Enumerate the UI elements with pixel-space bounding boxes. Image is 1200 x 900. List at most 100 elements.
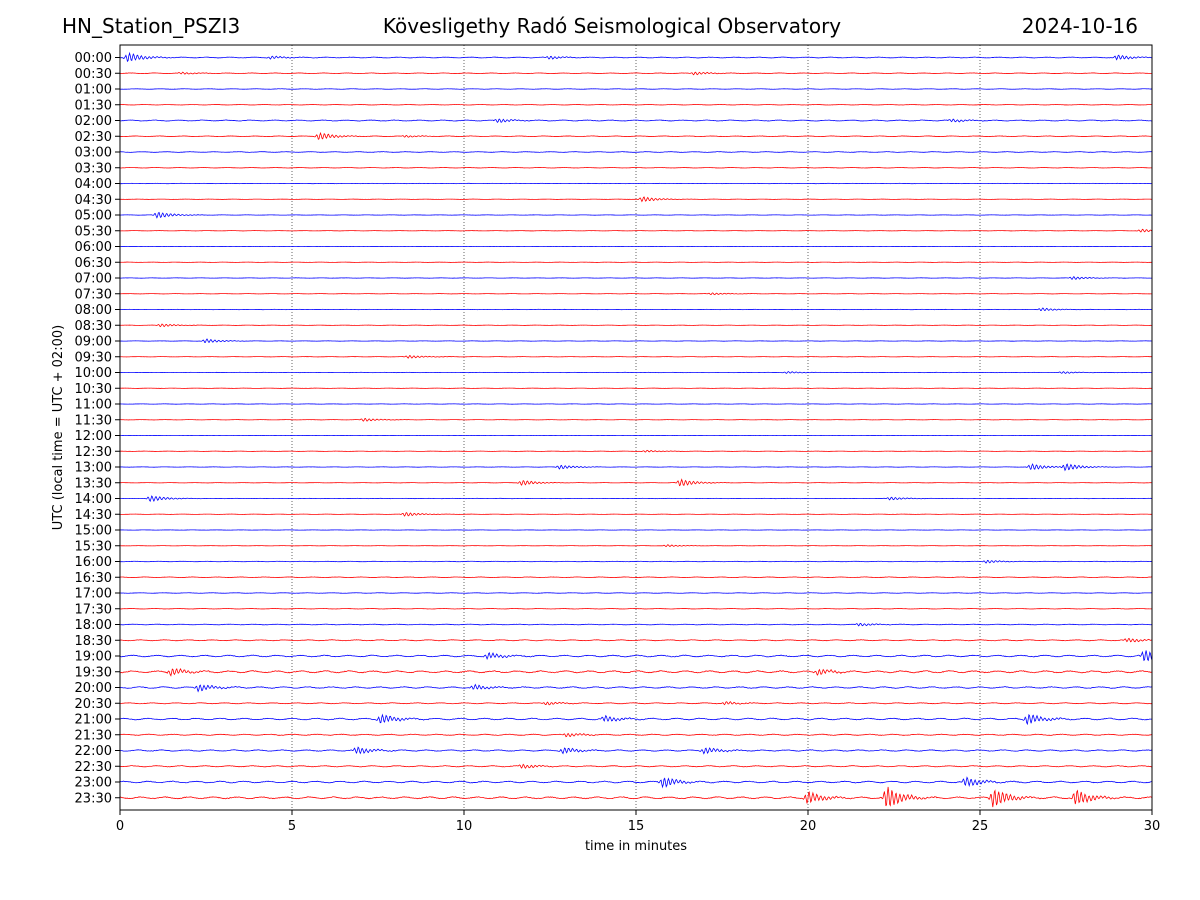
trace-0030 bbox=[119, 71, 1153, 76]
y-tick-label: 10:00 bbox=[75, 366, 112, 381]
y-tick-label: 06:00 bbox=[75, 240, 112, 255]
trace-1430 bbox=[119, 512, 1153, 517]
y-tick-label: 15:00 bbox=[75, 524, 112, 539]
y-tick-label: 04:30 bbox=[75, 193, 112, 208]
trace-0200 bbox=[119, 118, 1153, 123]
trace-2000 bbox=[120, 683, 1153, 693]
y-tick-label: 16:00 bbox=[75, 555, 112, 570]
y-tick-label: 05:00 bbox=[75, 209, 112, 224]
trace-1130 bbox=[120, 418, 1153, 422]
trace-1530 bbox=[119, 544, 1153, 548]
y-tick-label: 11:00 bbox=[75, 398, 112, 413]
trace-2030 bbox=[119, 701, 1153, 706]
trace-1300 bbox=[119, 463, 1153, 472]
trace-1000 bbox=[119, 371, 1153, 374]
x-tick-label: 25 bbox=[972, 819, 989, 834]
trace-0800 bbox=[119, 307, 1153, 312]
trace-2130 bbox=[119, 732, 1153, 738]
trace-0300 bbox=[119, 151, 1153, 153]
y-tick-label: 02:30 bbox=[75, 130, 112, 145]
x-tick-label: 15 bbox=[628, 819, 645, 834]
trace-1800 bbox=[119, 623, 1153, 627]
y-tick-label: 05:30 bbox=[75, 224, 112, 239]
y-tick-label: 16:30 bbox=[75, 571, 112, 586]
trace-2200 bbox=[119, 746, 1153, 755]
y-tick-label: 07:00 bbox=[75, 272, 112, 287]
trace-0900 bbox=[119, 338, 1153, 343]
trace-0000 bbox=[119, 51, 1153, 63]
y-tick-label: 06:30 bbox=[75, 256, 112, 271]
trace-1900 bbox=[119, 650, 1153, 662]
trace-0530 bbox=[119, 228, 1153, 233]
x-tick-label: 20 bbox=[800, 819, 817, 834]
trace-0700 bbox=[119, 276, 1153, 280]
y-tick-label: 15:30 bbox=[75, 539, 112, 554]
trace-2100 bbox=[119, 713, 1153, 726]
y-tick-label: 23:30 bbox=[75, 791, 112, 806]
trace-1630 bbox=[119, 576, 1153, 579]
trace-1930 bbox=[119, 667, 1153, 677]
x-tick-label: 0 bbox=[116, 819, 124, 834]
y-tick-label: 20:30 bbox=[75, 697, 112, 712]
y-tick-label: 13:30 bbox=[75, 476, 112, 491]
trace-1700 bbox=[119, 592, 1152, 594]
trace-0500 bbox=[119, 211, 1153, 219]
trace-0730 bbox=[120, 292, 1153, 296]
y-tick-label: 17:00 bbox=[75, 587, 112, 602]
trace-0830 bbox=[119, 323, 1153, 328]
y-tick-label: 08:30 bbox=[75, 319, 112, 334]
trace-1600 bbox=[119, 559, 1153, 564]
x-tick-label: 30 bbox=[1144, 819, 1161, 834]
trace-1400 bbox=[119, 495, 1153, 503]
trace-1330 bbox=[119, 478, 1153, 487]
x-tick-label: 5 bbox=[288, 819, 296, 834]
y-tick-label: 18:00 bbox=[75, 618, 112, 633]
x-tick-label: 10 bbox=[456, 819, 473, 834]
y-tick-label: 17:30 bbox=[75, 602, 112, 617]
record-date: 2024-10-16 bbox=[1021, 14, 1138, 38]
trace-0130 bbox=[119, 104, 1153, 106]
y-tick-label: 22:00 bbox=[75, 744, 112, 759]
station-name: HN_Station_PSZI3 bbox=[62, 14, 241, 38]
y-tick-label: 22:30 bbox=[75, 760, 112, 775]
y-tick-label: 03:00 bbox=[75, 146, 112, 161]
y-tick-label: 07:30 bbox=[75, 287, 112, 302]
grid-lines bbox=[291, 45, 981, 810]
y-tick-label: 03:30 bbox=[75, 161, 112, 176]
y-tick-label: 09:30 bbox=[75, 350, 112, 365]
y-tick-label: 12:30 bbox=[75, 445, 112, 460]
trace-2330 bbox=[119, 786, 1153, 808]
y-tick-label: 04:00 bbox=[75, 177, 112, 192]
trace-0930 bbox=[119, 354, 1153, 359]
y-tick-label: 19:30 bbox=[75, 665, 112, 680]
y-tick-label: 00:30 bbox=[75, 67, 112, 82]
y-tick-label: 10:30 bbox=[75, 382, 112, 397]
trace-0230 bbox=[119, 131, 1153, 140]
seismic-traces bbox=[119, 51, 1153, 808]
y-tick-label: 01:30 bbox=[75, 98, 112, 113]
trace-2230 bbox=[119, 763, 1153, 769]
y-tick-label: 13:00 bbox=[75, 461, 112, 476]
observatory-title: Kövesligethy Radó Seismological Observat… bbox=[382, 14, 842, 38]
x-axis-ticks: 0 5 10 15 20 25 30 bbox=[116, 810, 1160, 834]
y-tick-label: 14:00 bbox=[75, 492, 112, 507]
y-tick-label: 19:00 bbox=[75, 650, 112, 665]
y-tick-label: 08:00 bbox=[75, 303, 112, 318]
y-tick-label: 02:00 bbox=[75, 114, 112, 129]
trace-1730 bbox=[119, 608, 1153, 610]
trace-0430 bbox=[119, 196, 1153, 203]
trace-1830 bbox=[119, 637, 1153, 643]
y-tick-label: 23:00 bbox=[75, 776, 112, 791]
y-tick-label: 14:30 bbox=[75, 508, 112, 523]
y-axis-ticks: 00:0000:3001:0001:3002:0002:3003:0003:30… bbox=[75, 51, 120, 806]
trace-0330 bbox=[119, 167, 1153, 169]
y-tick-label: 20:00 bbox=[75, 681, 112, 696]
y-tick-label: 18:30 bbox=[75, 634, 112, 649]
trace-2300 bbox=[119, 776, 1153, 789]
trace-0100 bbox=[119, 88, 1153, 90]
trace-1230 bbox=[119, 449, 1152, 453]
y-axis-label: UTC (local time = UTC + 02:00) bbox=[51, 325, 66, 530]
plot-frame bbox=[119, 44, 1153, 811]
y-tick-label: 11:30 bbox=[75, 413, 112, 428]
